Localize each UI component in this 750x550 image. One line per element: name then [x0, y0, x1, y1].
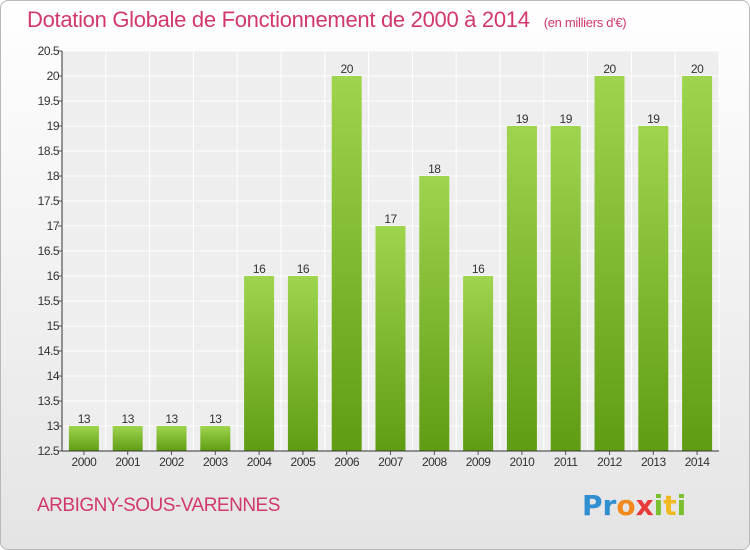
x-tick-label: 2005	[291, 455, 317, 469]
chart-title-text: Dotation Globale de Fonctionnement de 20…	[27, 7, 530, 32]
bar	[463, 276, 494, 451]
data-label: 13	[209, 412, 222, 426]
x-tick-label: 2006	[334, 455, 360, 469]
commune-name: ARBIGNY-SOUS-VARENNES	[37, 495, 280, 516]
x-tick-label: 2012	[597, 455, 623, 469]
y-tick-label: 14.5	[38, 344, 60, 358]
logo-letter: r	[602, 489, 617, 522]
logo-letter: i	[676, 489, 687, 522]
bar	[550, 126, 581, 451]
y-tick-label: 18.5	[38, 144, 60, 158]
y-tick-label: 15	[47, 319, 60, 333]
chart-subtitle: (en milliers d'€)	[543, 15, 627, 30]
data-label: 17	[384, 212, 397, 226]
data-label: 20	[691, 62, 704, 76]
x-tick-label: 2008	[422, 455, 448, 469]
x-tick-label: 2010	[510, 455, 536, 469]
y-tick-label: 15.5	[38, 294, 60, 308]
x-tick-label: 2003	[203, 455, 229, 469]
bar	[156, 426, 187, 451]
y-tick-label: 13.5	[38, 394, 60, 408]
data-label: 13	[122, 412, 135, 426]
x-tick-label: 2009	[466, 455, 492, 469]
x-tick-label: 2014	[685, 455, 711, 469]
bar	[287, 276, 318, 451]
x-tick-label: 2001	[115, 455, 141, 469]
data-label: 16	[472, 262, 485, 276]
bar	[331, 76, 362, 451]
y-tick-label: 16.5	[38, 244, 60, 258]
logo-letter: i	[653, 489, 664, 522]
data-label: 18	[428, 162, 441, 176]
data-label: 19	[647, 112, 660, 126]
y-tick-label: 16	[47, 269, 60, 283]
x-tick-label: 2011	[554, 455, 579, 469]
bar	[375, 226, 406, 451]
logo-letter: x	[635, 489, 654, 522]
y-tick-label: 19.5	[38, 94, 60, 108]
logo-letter: o	[616, 489, 636, 522]
data-label: 19	[516, 112, 529, 126]
y-tick-label: 14	[47, 369, 60, 383]
y-tick-label: 18	[47, 169, 60, 183]
bar	[638, 126, 669, 451]
y-tick-label: 13	[47, 419, 60, 433]
data-label: 13	[78, 412, 91, 426]
x-tick-label: 2004	[247, 455, 273, 469]
proxiti-logo[interactable]: Proxiti	[582, 489, 686, 522]
data-label: 16	[297, 262, 310, 276]
x-tick-label: 2007	[378, 455, 404, 469]
bar	[594, 76, 625, 451]
data-label: 16	[253, 262, 266, 276]
bar	[682, 76, 713, 451]
chart-title: Dotation Globale de Fonctionnement de 20…	[27, 7, 627, 33]
bar	[506, 126, 537, 451]
y-tick-label: 19	[47, 119, 60, 133]
y-tick-label: 17.5	[38, 194, 60, 208]
bar	[200, 426, 231, 451]
y-tick-label: 20	[47, 69, 60, 83]
y-tick-label: 12.5	[38, 444, 60, 458]
data-label: 19	[560, 112, 573, 126]
y-tick-label: 20.5	[38, 44, 60, 58]
y-tick-label: 17	[47, 219, 60, 233]
data-label: 20	[603, 62, 616, 76]
logo-letter: P	[582, 489, 603, 522]
bar	[68, 426, 99, 451]
data-label: 20	[341, 62, 354, 76]
logo-letter: t	[663, 489, 677, 522]
x-tick-label: 2000	[72, 455, 98, 469]
x-tick-label: 2002	[159, 455, 185, 469]
bar	[112, 426, 143, 451]
x-tick-label: 2013	[641, 455, 667, 469]
data-label: 13	[165, 412, 178, 426]
bar	[244, 276, 275, 451]
bar	[419, 176, 450, 451]
